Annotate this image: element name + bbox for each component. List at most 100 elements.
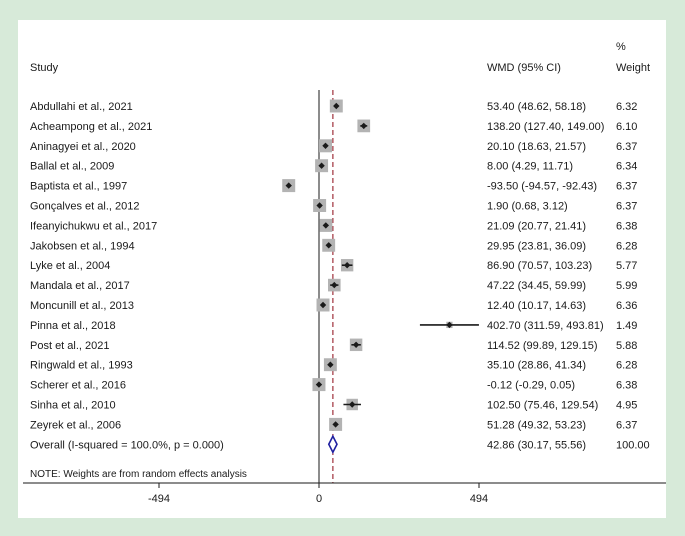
study-row: Scherer et al., 2016 -0.12 (-0.29, 0.05) 6… (30, 378, 637, 392)
study-label: Ifeanyichukwu et al., 2017 (30, 220, 157, 232)
x-axis-tick-label: 494 (470, 493, 488, 505)
study-ci-text: 402.70 (311.59, 493.81) (487, 320, 604, 332)
study-point (322, 222, 330, 229)
overall-diamond (327, 434, 338, 455)
study-ci-text: 51.28 (49.32, 53.23) (487, 419, 586, 431)
study-weight-text: 5.99 (616, 280, 637, 292)
study-label: Pinna et al., 2018 (30, 320, 116, 332)
study-point (315, 381, 323, 388)
study-point (322, 142, 329, 149)
study-label: Scherer et al., 2016 (30, 380, 126, 392)
study-row: Mandala et al., 2017 47.22 (34.45, 59.99)… (30, 278, 637, 292)
study-row: Aninagyei et al., 2020 20.10 (18.63, 21.5… (30, 139, 637, 153)
study-label: Zeyrek et al., 2006 (30, 419, 121, 431)
x-axis: -494 0 494 (23, 482, 666, 505)
effect-column-header: WMD (95% CI) (487, 62, 561, 74)
study-weight-text: 6.38 (616, 380, 637, 392)
study-weight-text: 6.36 (616, 300, 637, 312)
study-point (319, 301, 327, 309)
study-point (332, 421, 339, 428)
study-weight-text: 6.37 (616, 181, 637, 193)
study-row: Abdullahi et al., 2021 53.40 (48.62, 58.1… (30, 99, 637, 113)
study-point (331, 281, 338, 289)
study-row: Ringwald et al., 1993 35.10 (28.86, 41.34… (30, 358, 637, 372)
study-ci-text: 35.10 (28.86, 41.34) (487, 360, 586, 372)
study-row: Sinha et al., 2010 102.50 (75.46, 129.54)… (30, 398, 637, 412)
study-row: Zeyrek et al., 2006 51.28 (49.32, 53.23) 6… (30, 417, 637, 431)
forest-plot-panel: Study WMD (95% CI) % Weight Abdullahi et… (18, 20, 666, 518)
study-weight-text: 6.10 (616, 121, 637, 133)
study-point (318, 162, 325, 169)
forest-plot: Study WMD (95% CI) % Weight Abdullahi et… (23, 41, 666, 505)
study-row: Post et al., 2021 114.52 (99.89, 129.15) 5… (30, 338, 637, 352)
study-point (352, 341, 360, 348)
study-row: Acheampong et al., 2021 138.20 (127.40, 1… (30, 119, 637, 133)
study-weight-text: 5.77 (616, 260, 637, 272)
study-label: Mandala et al., 2017 (30, 280, 130, 292)
study-label: Aninagyei et al., 2020 (30, 141, 136, 153)
weights-note: NOTE: Weights are from random effects an… (30, 469, 247, 480)
study-ci-text: 47.22 (34.45, 59.99) (487, 280, 586, 292)
study-label: Abdullahi et al., 2021 (30, 101, 133, 113)
study-point (360, 122, 367, 130)
study-label: Baptista et al., 1997 (30, 181, 127, 193)
study-weight-text: 4.95 (616, 400, 637, 412)
x-axis-tick-label: 0 (316, 493, 322, 505)
study-point (333, 102, 340, 110)
study-ci-text: 20.10 (18.63, 21.57) (487, 141, 586, 153)
overall-label: Overall (I-squared = 100.0%, p = 0.000) (30, 439, 224, 451)
study-row: Baptista et al., 1997 -93.50 (-94.57, -92… (30, 179, 637, 193)
study-label: Gonçalves et al., 2012 (30, 201, 139, 213)
study-ci-text: 86.90 (70.57, 103.23) (487, 260, 592, 272)
study-point (316, 202, 323, 209)
study-ci-text: 114.52 (99.89, 129.15) (487, 340, 598, 352)
study-weight-text: 6.38 (616, 220, 637, 232)
study-label: Ringwald et al., 1993 (30, 360, 133, 372)
study-point (325, 242, 332, 249)
study-ci-text: -0.12 (-0.29, 0.05) (487, 380, 575, 392)
study-label: Acheampong et al., 2021 (30, 121, 152, 133)
study-ci-text: -93.50 (-94.57, -92.43) (487, 181, 597, 193)
study-weight-text: 6.37 (616, 419, 637, 431)
study-point (327, 361, 334, 368)
study-weight-text: 6.37 (616, 201, 637, 213)
overall-ci-text: 42.86 (30.17, 55.56) (487, 439, 586, 451)
study-ci-text: 1.90 (0.68, 3.12) (487, 201, 568, 213)
study-weight-text: 1.49 (616, 320, 637, 332)
study-ci-text: 102.50 (75.46, 129.54) (487, 400, 598, 412)
study-point (348, 401, 356, 408)
study-label: Moncunill et al., 2013 (30, 300, 134, 312)
study-ci-text: 8.00 (4.29, 11.71) (487, 161, 573, 173)
study-ci-text: 21.09 (20.77, 21.41) (487, 220, 586, 232)
study-column-header: Study (30, 62, 59, 74)
study-row: Ballal et al., 2009 8.00 (4.29, 11.71) 6.3… (30, 159, 637, 173)
study-ci-text: 29.95 (23.81, 36.09) (487, 240, 586, 252)
x-axis-tick-label: -494 (148, 493, 170, 505)
study-label: Post et al., 2021 (30, 340, 110, 352)
study-point (343, 262, 351, 269)
study-row: Pinna et al., 2018 402.70 (311.59, 493.81… (30, 320, 637, 332)
study-point (446, 321, 453, 329)
study-ci-text: 12.40 (10.17, 14.63) (487, 300, 586, 312)
overall-weight-text: 100.00 (616, 439, 650, 451)
study-rows: Abdullahi et al., 2021 53.40 (48.62, 58.1… (30, 99, 637, 431)
study-row: Lyke et al., 2004 86.90 (70.57, 103.23) 5.… (30, 259, 637, 272)
study-label: Jakobsen et al., 1994 (30, 240, 135, 252)
study-label: Sinha et al., 2010 (30, 400, 116, 412)
study-weight-text: 6.34 (616, 161, 637, 173)
study-row: Moncunill et al., 2013 12.40 (10.17, 14.6… (30, 298, 637, 312)
header-row: Study WMD (95% CI) % Weight (30, 41, 650, 74)
study-weight-text: 6.32 (616, 101, 637, 113)
study-row: Ifeanyichukwu et al., 2017 21.09 (20.77, … (30, 218, 637, 232)
study-weight-text: 6.28 (616, 240, 637, 252)
study-weight-text: 6.37 (616, 141, 637, 153)
study-point (285, 182, 292, 189)
study-row: Jakobsen et al., 1994 29.95 (23.81, 36.09… (30, 238, 637, 252)
study-ci-text: 138.20 (127.40, 149.00) (487, 121, 604, 133)
study-label: Ballal et al., 2009 (30, 161, 114, 173)
study-weight-text: 5.88 (616, 340, 637, 352)
study-row: Gonçalves et al., 2012 1.90 (0.68, 3.12) 6… (30, 199, 637, 213)
weight-column-header-symbol: % (616, 41, 626, 53)
weight-column-header: Weight (616, 62, 650, 74)
overall-row: Overall (I-squared = 100.0%, p = 0.000) 4… (30, 434, 650, 455)
